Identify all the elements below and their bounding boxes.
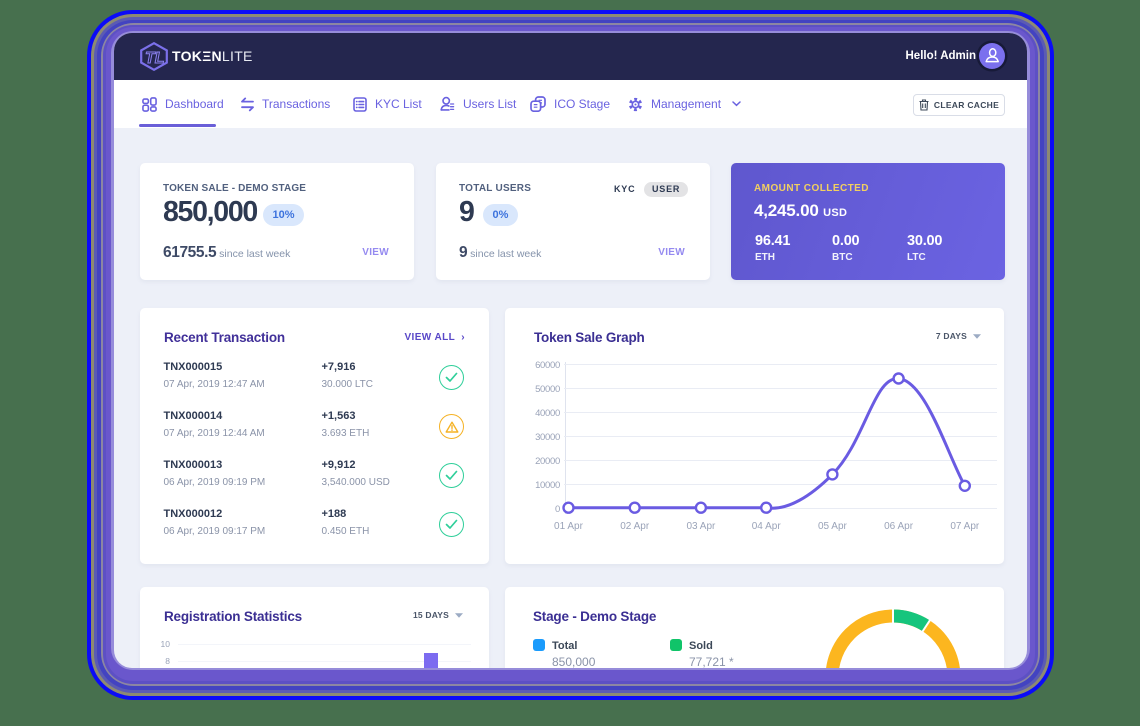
svg-text:50000: 50000 — [535, 384, 560, 395]
svg-text:02 Apr: 02 Apr — [620, 521, 650, 531]
svg-text:30000: 30000 — [535, 432, 560, 443]
svg-text:0: 0 — [555, 504, 560, 515]
svg-text:05 Apr: 05 Apr — [818, 521, 848, 531]
svg-text:01 Apr: 01 Apr — [554, 521, 584, 531]
svg-text:10000: 10000 — [535, 480, 560, 491]
svg-text:TL: TL — [145, 50, 165, 67]
svg-text:07 Apr: 07 Apr — [950, 521, 980, 531]
svg-text:60000: 60000 — [535, 360, 560, 371]
svg-text:20000: 20000 — [535, 456, 560, 467]
svg-text:04 Apr: 04 Apr — [752, 521, 782, 531]
svg-text:06 Apr: 06 Apr — [884, 521, 914, 531]
svg-text:40000: 40000 — [535, 408, 560, 419]
svg-text:03 Apr: 03 Apr — [686, 521, 716, 531]
